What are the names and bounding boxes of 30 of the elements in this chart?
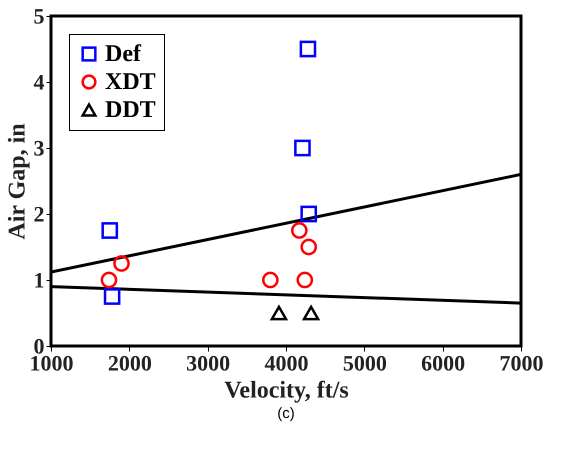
x-axis-title: Velocity, ft/s [224, 378, 349, 404]
legend-label: DDT [105, 97, 156, 123]
x-tick-label: 4000 [264, 350, 308, 376]
point [294, 140, 311, 156]
point [270, 306, 288, 320]
x-tick-label: 2000 [108, 350, 152, 376]
y-tick-label: 3 [34, 136, 44, 160]
point [300, 40, 316, 58]
y-axis-title: Air Gap, in [4, 123, 30, 240]
legend-label: Def [105, 41, 142, 67]
point [101, 222, 118, 239]
point [302, 306, 320, 320]
point [300, 238, 318, 256]
point [300, 206, 318, 222]
point [104, 288, 120, 305]
x-tick-label: 7000 [500, 350, 544, 376]
point [100, 272, 118, 288]
legend-label: XDT [105, 69, 156, 95]
x-tick-label: 3000 [186, 350, 230, 376]
point [262, 272, 279, 288]
point [296, 272, 314, 288]
point [113, 255, 130, 272]
x-tick-label: 6000 [421, 350, 466, 376]
y-tick-label: 4 [34, 70, 44, 94]
point [290, 222, 308, 239]
y-tick-label: 5 [34, 4, 44, 28]
y-tick-label: 1 [34, 268, 44, 292]
x-tick-label: 5000 [342, 350, 387, 376]
text: (c) [277, 405, 295, 422]
y-tick-label: 2 [34, 202, 44, 226]
